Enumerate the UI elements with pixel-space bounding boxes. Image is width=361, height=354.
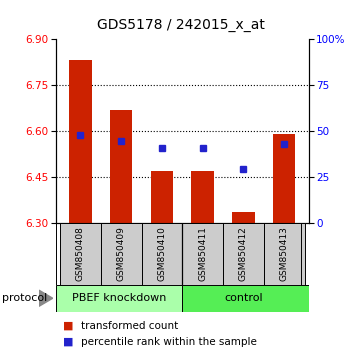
Text: protocol: protocol xyxy=(2,293,47,303)
Text: ■: ■ xyxy=(63,321,74,331)
Polygon shape xyxy=(39,290,53,306)
Text: PBEF knockdown: PBEF knockdown xyxy=(72,293,166,303)
Bar xyxy=(110,109,132,223)
Text: percentile rank within the sample: percentile rank within the sample xyxy=(81,337,257,347)
Text: GSM850409: GSM850409 xyxy=(117,227,126,281)
Text: GSM850411: GSM850411 xyxy=(198,227,207,281)
Text: transformed count: transformed count xyxy=(81,321,178,331)
Bar xyxy=(101,223,142,285)
Bar xyxy=(60,223,101,285)
Bar xyxy=(151,171,173,223)
Bar xyxy=(182,223,223,285)
Bar xyxy=(191,171,214,223)
Text: GSM850413: GSM850413 xyxy=(280,227,289,281)
Text: GSM850408: GSM850408 xyxy=(76,227,85,281)
Bar xyxy=(264,223,305,285)
Bar xyxy=(182,285,309,312)
Text: GSM850410: GSM850410 xyxy=(157,227,166,281)
Bar xyxy=(142,223,182,285)
Text: ■: ■ xyxy=(63,337,74,347)
Text: control: control xyxy=(224,293,263,303)
Bar xyxy=(69,61,92,223)
Bar xyxy=(223,223,264,285)
Bar xyxy=(273,134,295,223)
Bar xyxy=(56,285,182,312)
Text: GSM850412: GSM850412 xyxy=(239,227,248,281)
Bar xyxy=(232,212,255,223)
Text: GDS5178 / 242015_x_at: GDS5178 / 242015_x_at xyxy=(96,18,265,32)
